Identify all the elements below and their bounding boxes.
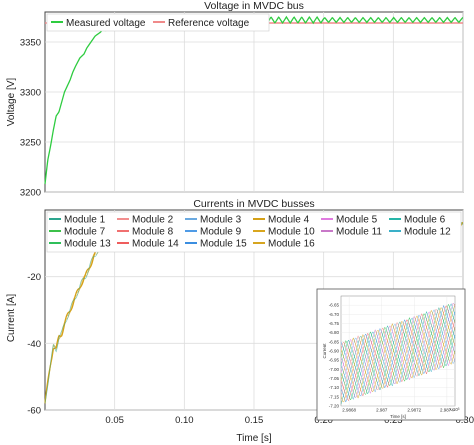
- inset-module-trace: [340, 304, 456, 403]
- legend-label-module: Module 7: [64, 227, 106, 238]
- inset-module-trace: [340, 306, 456, 405]
- inset-y-tick-label: -6.75: [329, 321, 340, 326]
- legend-label-module: Module 12: [404, 227, 451, 238]
- legend-label-module: Module 3: [200, 215, 242, 226]
- inset-ticks: -7.20 -7.15 -7.10 -7.05 -7.00 -6.95 -6.90 -6.85…: [329, 303, 455, 413]
- inset-y-tick-label: -6.65: [329, 303, 340, 308]
- current-y-axis-label: Current [A]: [6, 294, 17, 343]
- voltage-y-tick-label: 3200: [20, 188, 41, 199]
- legend-label-module: Module 8: [132, 227, 174, 238]
- legend-label-measured-voltage: Measured voltage: [66, 18, 146, 29]
- inset-module-trace: [340, 302, 456, 399]
- legend-label-module: Module 14: [132, 239, 179, 250]
- inset-module-trace: [340, 310, 456, 395]
- legend-label-module: Module 2: [132, 215, 174, 226]
- legend-label-reference-voltage: Reference voltage: [168, 18, 250, 29]
- voltage-legend: Measured voltage Reference voltage: [46, 13, 270, 32]
- current-x-tick-label: 0.10: [175, 415, 194, 426]
- inset-module-trace: [340, 303, 456, 401]
- inset-x-tick-label: 2.9868: [342, 408, 356, 413]
- inset-zoom-chart: Current Time [s] × 10³ -7.20-7.15-7.10-7…: [316, 288, 466, 421]
- legend-label-module: Module 11: [336, 227, 382, 238]
- inset-x-multiplier: × 10³: [449, 407, 460, 412]
- inset-y-tick-label: -7.20: [329, 404, 340, 409]
- current-x-tick-label: 0.30: [456, 415, 474, 426]
- current-x-tick-label: 0.15: [245, 415, 264, 426]
- voltage-gridlines: [45, 12, 464, 193]
- inset-y-tick-label: -6.80: [329, 330, 340, 335]
- inset-y-tick-label: -7.10: [329, 385, 340, 390]
- current-chart: Currents in MVDC busses Current [A] Time…: [6, 198, 474, 444]
- inset-y-tick-label: -7.05: [329, 376, 340, 381]
- current-y-tick-label: -20: [27, 272, 41, 283]
- inset-y-tick-label: -7.00: [329, 367, 340, 372]
- inset-y-tick-label: -7.15: [329, 394, 340, 399]
- inset-module-trace: [340, 313, 456, 395]
- voltage-y-tick-label: 3350: [20, 38, 41, 49]
- inset-x-axis-label: Time [s]: [390, 414, 406, 419]
- legend-label-module: Module 5: [336, 215, 378, 226]
- inset-module-trace: [340, 309, 456, 393]
- inset-x-tick-label: 2.9874: [440, 408, 454, 413]
- inset-module-trace: [340, 311, 456, 394]
- current-chart-title: Currents in MVDC busses: [193, 198, 314, 210]
- current-y-tick-label: -60: [27, 406, 41, 417]
- inset-module-trace: [340, 303, 456, 400]
- inset-series: [340, 302, 456, 405]
- legend-label-module: Module 4: [268, 215, 310, 226]
- inset-module-trace: [340, 305, 456, 402]
- inset-y-axis-label: Current: [322, 343, 327, 359]
- current-x-axis-label: Time [s]: [236, 433, 271, 444]
- voltage-chart: Voltage in MVDC bus Voltage [V] 3200 3250…: [6, 0, 464, 199]
- current-legend: Module 1 Module 2 Module 3 Module 4 Module 5…: [46, 211, 462, 253]
- legend-label-module: Module 16: [268, 239, 315, 250]
- inset-y-tick-label: -6.95: [329, 358, 340, 363]
- inset-module-trace: [340, 309, 456, 393]
- inset-y-tick-label: -6.70: [329, 312, 340, 317]
- current-y-tick-label: -40: [27, 339, 41, 350]
- legend-label-module: Module 1: [64, 215, 106, 226]
- inset-module-trace: [340, 311, 456, 397]
- current-x-ticks: 0.05 0.10 0.15 0.20 0.25 0.30: [105, 415, 474, 426]
- voltage-y-tick-label: 3250: [20, 138, 41, 149]
- current-y-ticks: -60 -40 -20: [27, 272, 41, 416]
- inset-y-tick-label: -6.85: [329, 339, 340, 344]
- legend-label-module: Module 10: [268, 227, 315, 238]
- inset-module-trace: [340, 313, 456, 397]
- inset-y-tick-label: -6.90: [329, 349, 340, 354]
- inset-x-tick-label: 2.9872: [407, 408, 421, 413]
- inset-x-tick-label: 2.987: [376, 408, 388, 413]
- voltage-y-ticks: 3200 3250 3300 3350: [20, 38, 41, 199]
- inset-module-trace: [340, 304, 456, 399]
- legend-label-module: Module 9: [200, 227, 242, 238]
- voltage-y-axis-label: Voltage [V]: [6, 78, 17, 127]
- current-x-tick-label: 0.25: [384, 415, 403, 426]
- inset-module-trace: [340, 308, 456, 397]
- legend-label-module: Module 15: [200, 239, 247, 250]
- current-x-tick-label: 0.20: [314, 415, 333, 426]
- legend-label-module: Module 13: [64, 239, 111, 250]
- inset-module-trace: [340, 307, 456, 403]
- voltage-chart-title: Voltage in MVDC bus: [204, 0, 304, 12]
- voltage-y-tick-label: 3300: [20, 88, 41, 99]
- current-x-tick-label: 0.05: [105, 415, 124, 426]
- legend-label-module: Module 6: [404, 215, 446, 226]
